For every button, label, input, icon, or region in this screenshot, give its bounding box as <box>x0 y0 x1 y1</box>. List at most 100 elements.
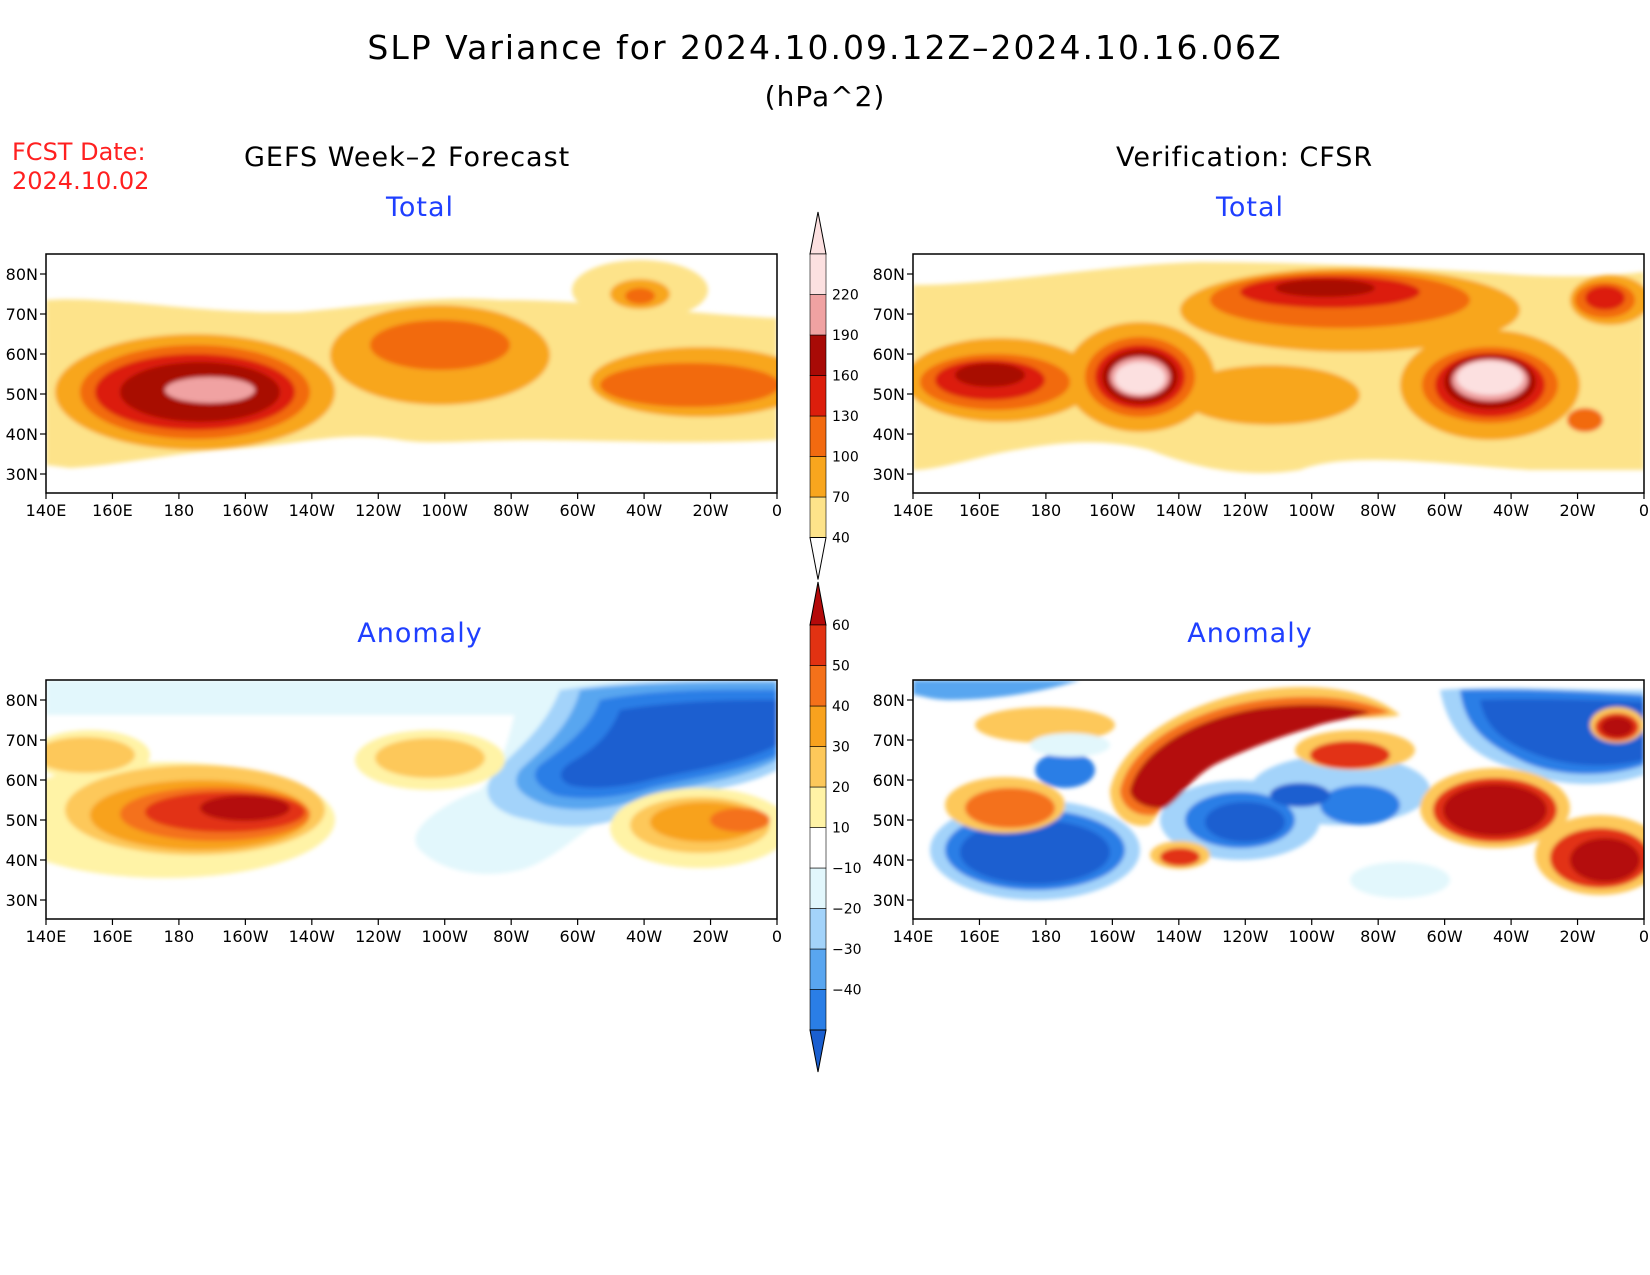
lat-label: 70N <box>873 305 905 324</box>
figure-units: (hPa^2) <box>764 80 886 113</box>
lon-label: 180 <box>164 501 195 520</box>
fcst-total-title: Total <box>385 192 455 223</box>
lon-label: 0 <box>772 501 782 520</box>
lat-label: 70N <box>873 731 905 750</box>
lon-label: 20W <box>1559 501 1595 520</box>
lon-label: 40W <box>626 927 662 946</box>
total-colorbar: 40 70 100 130 160 190 220 <box>809 211 859 580</box>
anomaly-colorbar: −40 −30 −20 −10 10 20 30 40 50 60 <box>809 581 862 1073</box>
colorbar-segment <box>809 334 827 376</box>
colorbar-tick-label: 40 <box>832 531 850 547</box>
colorbar-tick-label: −10 <box>832 861 862 877</box>
lat-label: 30N <box>873 891 905 910</box>
lat-label: 70N <box>6 305 38 324</box>
lat-label: 60N <box>6 345 38 364</box>
lon-label: 120W <box>1222 927 1269 946</box>
lon-label: 140E <box>893 501 934 520</box>
lon-label: 80W <box>1360 501 1396 520</box>
colorbar-tick-label: 30 <box>832 740 850 756</box>
lat-label: 40N <box>873 425 905 444</box>
lat-label: 50N <box>6 385 38 404</box>
lat-label: 80N <box>873 265 905 284</box>
lat-label: 40N <box>873 851 905 870</box>
colorbar-top-triangle <box>809 581 827 626</box>
lon-label: 160E <box>92 927 133 946</box>
lat-label: 40N <box>6 851 38 870</box>
colorbar-top-triangle <box>809 211 827 255</box>
lat-label: 80N <box>6 265 38 284</box>
fcst-total-map-frame <box>45 253 778 494</box>
colorbar-tick-label: −20 <box>832 902 862 918</box>
lat-label: 60N <box>873 345 905 364</box>
fcst-date-label: FCST Date: <box>12 138 146 166</box>
lon-label: 120W <box>355 501 402 520</box>
lon-label: 140E <box>26 501 67 520</box>
fcst-date-value: 2024.10.02 <box>12 167 150 195</box>
lon-label: 160W <box>222 927 269 946</box>
colorbar-tick-label: 40 <box>832 699 850 715</box>
colorbar-segment <box>809 705 827 747</box>
lon-label: 20W <box>1559 927 1595 946</box>
colorbar-tick-label: 20 <box>832 780 850 796</box>
lon-label: 160W <box>222 501 269 520</box>
colorbar-segment <box>809 665 827 707</box>
lon-label: 60W <box>1427 927 1463 946</box>
colorbar-segment <box>809 496 827 538</box>
colorbar-segment <box>809 867 827 909</box>
colorbar-tick-label: 190 <box>832 328 859 344</box>
colorbar-segment <box>809 415 827 457</box>
colorbar-tick-label: 50 <box>832 659 850 675</box>
lon-label: 160W <box>1089 501 1136 520</box>
verif-total-title: Total <box>1215 192 1285 223</box>
lon-label: 180 <box>164 927 195 946</box>
lon-label: 0 <box>772 927 782 946</box>
colorbar-segment <box>809 253 827 295</box>
lon-label: 80W <box>1360 927 1396 946</box>
lon-label: 140W <box>1156 927 1203 946</box>
lon-label: 80W <box>493 501 529 520</box>
colorbar-segment <box>809 624 827 666</box>
lon-label: 0 <box>1639 927 1649 946</box>
lon-label: 120W <box>1222 501 1269 520</box>
colorbar-tick-label: 70 <box>832 490 850 506</box>
lon-label: 120W <box>355 927 402 946</box>
colorbar-segment <box>809 375 827 417</box>
lon-label: 160W <box>1089 927 1136 946</box>
lon-label: 140E <box>893 927 934 946</box>
verif-anomaly-map-frame <box>912 679 1645 920</box>
lon-label: 20W <box>692 927 728 946</box>
colorbar-tick-label: 130 <box>832 409 859 425</box>
lon-label: 140E <box>26 927 67 946</box>
colorbar-segment <box>809 786 827 828</box>
lon-label: 40W <box>1493 501 1529 520</box>
verif-anomaly-title: Anomaly <box>1187 618 1313 649</box>
colorbar-tick-label: 100 <box>832 450 859 466</box>
colorbar-bottom-triangle <box>809 1029 827 1073</box>
lat-label: 30N <box>873 465 905 484</box>
lon-label: 0 <box>1639 501 1649 520</box>
fcst-anomaly-title: Anomaly <box>357 618 483 649</box>
lat-label: 50N <box>873 811 905 830</box>
lat-label: 80N <box>873 691 905 710</box>
forecast-header: GEFS Week–2 Forecast <box>244 142 571 173</box>
lon-label: 140W <box>1156 501 1203 520</box>
lon-label: 40W <box>626 501 662 520</box>
lon-label: 160E <box>959 927 1000 946</box>
lat-label: 40N <box>6 425 38 444</box>
lat-label: 80N <box>6 691 38 710</box>
fcst-anomaly-map <box>46 680 777 919</box>
colorbar-segment <box>809 908 827 950</box>
colorbar-segment <box>809 746 827 788</box>
lon-label: 40W <box>1493 927 1529 946</box>
figure-title: SLP Variance for 2024.10.09.12Z–2024.10.… <box>367 28 1283 67</box>
colorbar-tick-label: −30 <box>832 942 862 958</box>
colorbar-tick-label: 60 <box>832 618 850 634</box>
colorbar-bottom-triangle <box>809 537 827 580</box>
lon-label: 140W <box>289 501 336 520</box>
lat-label: 70N <box>6 731 38 750</box>
lon-label: 60W <box>1427 501 1463 520</box>
lat-label: 30N <box>6 465 38 484</box>
colorbar-segment <box>809 294 827 336</box>
lon-label: 80W <box>493 927 529 946</box>
